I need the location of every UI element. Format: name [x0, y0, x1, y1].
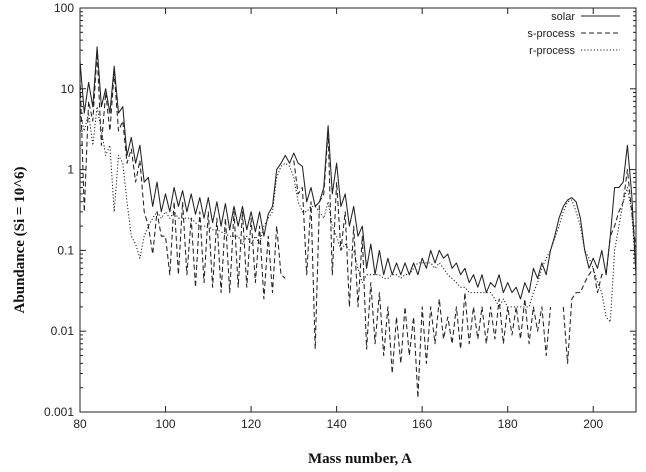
axes-layer [79, 7, 637, 413]
series-line-r-process [79, 106, 637, 323]
series-line-solar [79, 46, 637, 300]
series-line-s-process [79, 52, 637, 399]
x-axis-title: Mass number, A [308, 451, 412, 467]
ticks-layer: 80 100 120 140 160 180 200 0.001 0.01 0.1 1 10 100 [44, 1, 636, 431]
x-tick-label: 100 [156, 417, 176, 431]
y-tick-label: 1 [67, 163, 74, 177]
x-tick-label: 80 [73, 417, 87, 431]
x-tick-label: 160 [412, 417, 432, 431]
y-tick-label: 0.1 [57, 243, 74, 257]
y-axis-title: Abundance (Si = 10^6) [12, 167, 28, 314]
y-tick-label: 0.001 [44, 405, 74, 419]
y-tick-label: 10 [61, 82, 75, 96]
x-tick-label: 200 [583, 417, 603, 431]
legend: solar s-process r-process [527, 11, 620, 57]
series-layer [79, 46, 637, 399]
legend-label-r-process: r-process [529, 45, 575, 57]
legend-label-solar: solar [551, 11, 575, 23]
y-tick-label: 0.01 [51, 324, 75, 338]
x-tick-label: 140 [327, 417, 347, 431]
y-tick-label: 100 [54, 1, 74, 15]
x-tick-label: 180 [498, 417, 518, 431]
legend-label-s-process: s-process [527, 28, 575, 40]
x-tick-label: 120 [241, 417, 261, 431]
plot-frame [79, 7, 637, 413]
